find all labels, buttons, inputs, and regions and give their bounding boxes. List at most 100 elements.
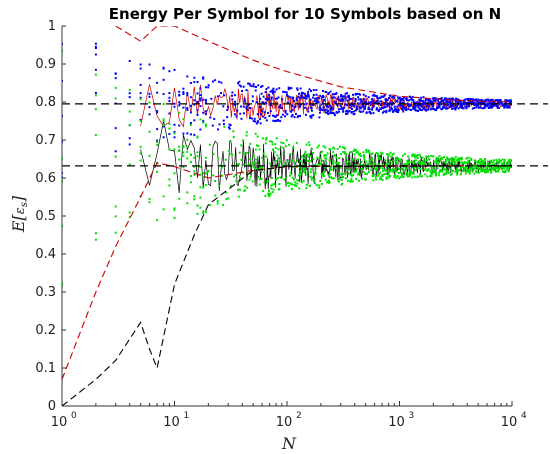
data-point bbox=[196, 204, 199, 207]
data-point bbox=[322, 90, 324, 92]
data-point bbox=[417, 167, 420, 169]
data-point bbox=[267, 111, 269, 114]
data-point bbox=[268, 195, 271, 198]
data-point bbox=[369, 162, 372, 165]
data-point bbox=[218, 80, 221, 83]
data-point bbox=[128, 211, 131, 214]
data-point bbox=[449, 100, 452, 103]
data-point bbox=[322, 106, 325, 109]
data-point bbox=[487, 164, 490, 167]
data-point bbox=[436, 167, 439, 170]
data-point bbox=[148, 106, 151, 109]
data-point bbox=[300, 91, 303, 94]
data-point bbox=[504, 169, 507, 172]
data-point bbox=[381, 174, 384, 177]
data-point bbox=[367, 171, 370, 174]
data-point bbox=[463, 160, 466, 163]
data-point bbox=[317, 163, 320, 166]
data-point bbox=[128, 143, 131, 146]
data-point bbox=[431, 100, 434, 103]
data-point bbox=[413, 175, 416, 178]
data-point bbox=[357, 173, 359, 176]
data-point bbox=[402, 98, 405, 101]
data-point bbox=[457, 158, 460, 161]
data-point bbox=[270, 187, 273, 190]
data-point bbox=[189, 96, 192, 99]
data-point bbox=[392, 159, 395, 162]
data-point bbox=[476, 163, 479, 166]
data-point bbox=[322, 96, 325, 98]
data-point bbox=[259, 122, 262, 125]
data-point bbox=[199, 128, 202, 131]
data-point bbox=[405, 106, 408, 109]
data-point bbox=[398, 177, 401, 180]
data-point bbox=[405, 97, 408, 100]
data-point bbox=[507, 105, 510, 107]
data-point bbox=[305, 102, 308, 105]
data-point bbox=[315, 99, 318, 102]
data-point bbox=[341, 146, 344, 149]
data-point bbox=[263, 171, 265, 174]
data-point bbox=[284, 162, 287, 165]
data-point bbox=[282, 146, 285, 149]
data-point bbox=[199, 186, 202, 189]
data-point bbox=[387, 173, 390, 176]
data-point bbox=[466, 101, 469, 104]
data-point bbox=[457, 157, 460, 160]
data-point bbox=[148, 130, 151, 133]
data-point bbox=[454, 161, 457, 164]
data-point bbox=[291, 159, 294, 162]
data-point bbox=[325, 154, 328, 157]
data-point bbox=[383, 110, 386, 113]
data-point bbox=[475, 100, 478, 103]
data-point bbox=[251, 161, 254, 164]
data-point bbox=[272, 90, 275, 93]
data-point bbox=[235, 115, 238, 118]
data-point bbox=[307, 155, 310, 158]
data-point bbox=[496, 106, 499, 109]
data-point bbox=[276, 97, 278, 100]
data-point bbox=[483, 101, 485, 104]
x-tick-label: 10 bbox=[501, 415, 518, 430]
data-point bbox=[271, 140, 274, 143]
data-point bbox=[225, 191, 228, 194]
data-point bbox=[193, 133, 196, 136]
data-point bbox=[477, 106, 480, 109]
data-point bbox=[434, 97, 437, 100]
data-point bbox=[393, 105, 396, 108]
data-point bbox=[304, 168, 307, 171]
data-point bbox=[339, 107, 342, 110]
y-tick-label: 0.4 bbox=[35, 247, 56, 262]
x-tick-label: 10 bbox=[51, 415, 68, 430]
data-point bbox=[449, 161, 452, 164]
data-point bbox=[340, 97, 343, 100]
data-point bbox=[114, 127, 117, 130]
data-point bbox=[189, 133, 192, 136]
data-point bbox=[265, 138, 268, 141]
data-point bbox=[493, 101, 496, 104]
data-point bbox=[410, 160, 413, 163]
data-point bbox=[226, 108, 229, 111]
data-point bbox=[435, 157, 438, 160]
data-point bbox=[483, 160, 486, 163]
data-point bbox=[196, 155, 199, 158]
data-point bbox=[264, 97, 267, 100]
data-point bbox=[360, 160, 363, 163]
data-point bbox=[316, 146, 319, 149]
data-point bbox=[508, 163, 511, 166]
data-point bbox=[208, 143, 211, 146]
data-point bbox=[438, 170, 441, 173]
data-point bbox=[430, 172, 433, 175]
data-point bbox=[168, 178, 171, 181]
data-point bbox=[397, 157, 400, 160]
data-point bbox=[408, 104, 411, 107]
data-point bbox=[509, 101, 511, 104]
data-point bbox=[460, 103, 463, 105]
data-point bbox=[365, 160, 368, 163]
data-point bbox=[395, 100, 398, 103]
data-point bbox=[330, 176, 333, 179]
data-point bbox=[382, 163, 384, 166]
data-point bbox=[279, 176, 282, 179]
data-point bbox=[168, 127, 171, 130]
